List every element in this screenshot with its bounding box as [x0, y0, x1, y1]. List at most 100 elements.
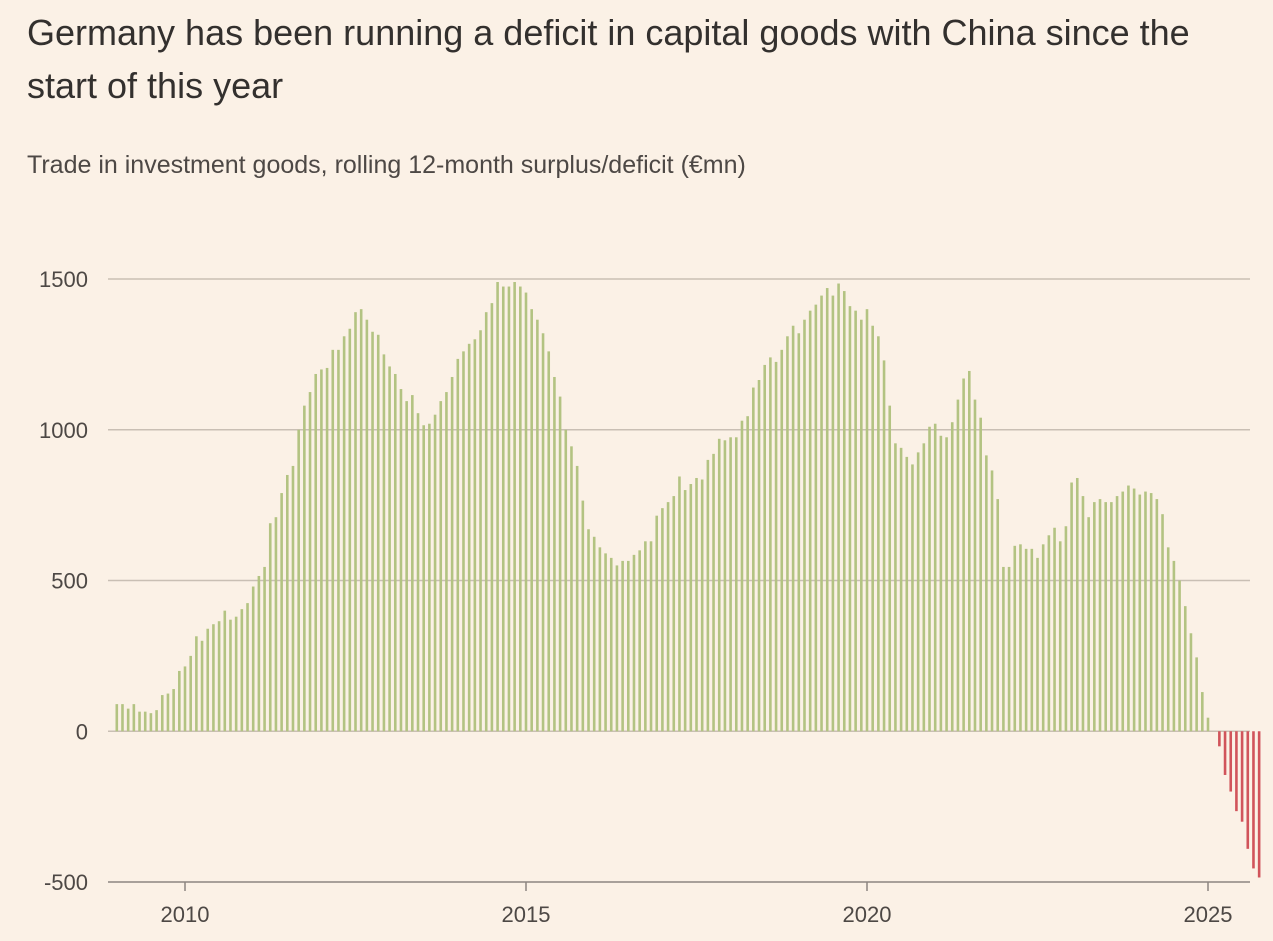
- bar: [956, 399, 960, 732]
- bar: [814, 304, 818, 732]
- bar: [178, 670, 181, 732]
- bar: [615, 565, 619, 732]
- bar: [206, 628, 210, 732]
- bar: [456, 358, 460, 732]
- bar: [416, 413, 420, 732]
- bar: [1201, 692, 1204, 732]
- bar: [604, 553, 607, 732]
- bar: [166, 693, 170, 732]
- bar: [911, 464, 914, 732]
- bar: [121, 704, 124, 732]
- bar: [1240, 731, 1244, 822]
- bar: [842, 291, 846, 732]
- bar: [1189, 633, 1193, 732]
- x-tick-label: 2020: [843, 902, 892, 927]
- bar: [922, 443, 926, 732]
- bar: [308, 392, 312, 732]
- bar: [359, 309, 363, 732]
- y-tick-label: 500: [51, 569, 88, 594]
- bar: [695, 477, 698, 732]
- bar: [990, 470, 994, 732]
- bar: [1252, 731, 1255, 869]
- bar: [467, 343, 471, 732]
- bar: [1030, 548, 1034, 732]
- bar: [717, 438, 721, 732]
- bar: [871, 325, 874, 732]
- bar: [1019, 544, 1022, 732]
- bar: [797, 333, 801, 732]
- bar: [592, 536, 596, 732]
- bar: [558, 396, 562, 732]
- bar: [1002, 566, 1005, 732]
- bar: [894, 443, 897, 732]
- bar: [1104, 502, 1107, 732]
- bar: [1041, 544, 1045, 732]
- bar: [155, 710, 158, 732]
- bar: [1075, 477, 1079, 732]
- bar: [1036, 557, 1039, 732]
- bar: [473, 339, 477, 732]
- bar: [257, 575, 261, 732]
- bar: [865, 309, 869, 732]
- bar: [1053, 527, 1056, 732]
- bar: [393, 373, 397, 732]
- bar: [575, 465, 579, 732]
- bar: [428, 423, 431, 732]
- bar: [1081, 496, 1085, 732]
- bar: [462, 351, 465, 732]
- bar: [825, 288, 829, 732]
- bar: [371, 331, 374, 732]
- bar: [172, 689, 175, 732]
- bar: [126, 708, 130, 732]
- bar: [672, 496, 676, 732]
- bar: [1132, 488, 1136, 732]
- bar: [723, 440, 727, 732]
- bar: [1257, 731, 1261, 878]
- bar: [1024, 548, 1028, 732]
- bar: [655, 515, 659, 732]
- bar: [933, 423, 937, 732]
- bar: [303, 405, 306, 732]
- bar: [848, 306, 852, 732]
- bar: [831, 295, 835, 732]
- bar: [1087, 517, 1090, 732]
- bar: [433, 414, 437, 732]
- bar: [1115, 496, 1119, 732]
- bar: [609, 557, 613, 732]
- bar: [405, 401, 408, 732]
- bar: [1161, 514, 1164, 732]
- x-tick-label: 2025: [1184, 902, 1233, 927]
- bar: [979, 417, 982, 732]
- bar: [1206, 717, 1210, 732]
- bar: [212, 624, 215, 732]
- bar: [160, 695, 164, 732]
- bar: [791, 325, 795, 732]
- bar: [490, 303, 494, 732]
- bar: [200, 640, 204, 732]
- bar: [729, 437, 732, 732]
- bar: [1013, 545, 1017, 732]
- bar: [115, 704, 119, 732]
- chart-title: Germany has been running a deficit in ca…: [27, 12, 1190, 106]
- bar: [143, 711, 147, 732]
- bar: [746, 416, 749, 732]
- bar: [905, 456, 909, 732]
- bar: [877, 336, 880, 732]
- bar: [325, 367, 329, 732]
- bar: [916, 452, 920, 732]
- bar: [1127, 485, 1130, 732]
- bar: [195, 636, 198, 732]
- bar: [484, 312, 488, 732]
- chart-subtitle: Trade in investment goods, rolling 12-mo…: [27, 151, 746, 179]
- bar: [1110, 502, 1113, 732]
- bar: [223, 610, 227, 732]
- bar: [530, 309, 533, 732]
- bar: [388, 366, 391, 732]
- bar: [138, 711, 141, 732]
- bar: [860, 319, 863, 732]
- bar: [689, 484, 693, 732]
- y-tick-label: 0: [76, 719, 88, 744]
- bar: [354, 312, 357, 732]
- bar: [649, 541, 653, 732]
- bar: [945, 437, 948, 732]
